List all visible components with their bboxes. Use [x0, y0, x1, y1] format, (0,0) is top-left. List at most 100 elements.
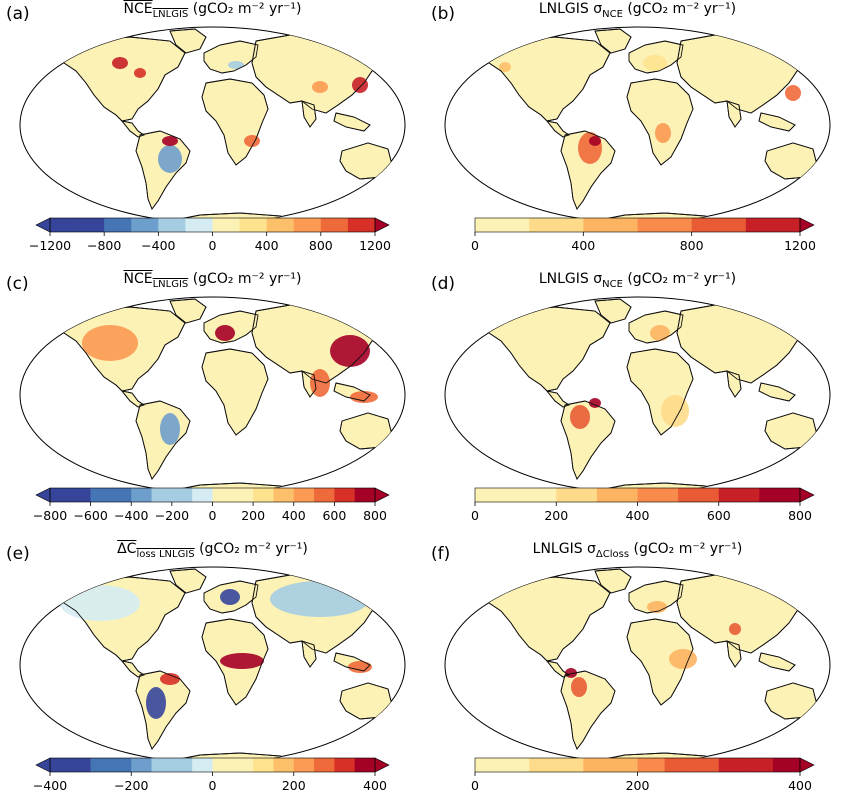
colorbar-bin [746, 758, 773, 772]
colorbar-bin [185, 218, 212, 232]
panel-d: (d) LNLGIS σNCE (gCO₂ m⁻² yr⁻¹) 0 200 400 6… [425, 270, 850, 540]
colorbar-bin [638, 488, 679, 502]
colorbar-tick-label: 200 [282, 778, 306, 793]
colorbar-bin [746, 218, 800, 232]
colorbar-tick-label: 600 [322, 508, 346, 523]
value-patch [228, 61, 244, 69]
colorbar-bin [111, 488, 132, 502]
colorbar-tick-label: 600 [707, 508, 731, 523]
panel-b: (b) LNLGIS σNCE (gCO₂ m⁻² yr⁻¹) 0 400 800 1… [425, 0, 850, 270]
colorbar-tick-label: −1200 [29, 238, 71, 253]
colorbar-bin [152, 758, 173, 772]
colorbar-tick-label: 1200 [359, 238, 391, 253]
colorbar-tick-label: 200 [241, 508, 265, 523]
colorbar-bin [152, 488, 173, 502]
colorbar-min-arrow [36, 758, 50, 772]
colorbar-tick-label: 0 [209, 508, 217, 523]
colorbar: 0 400 800 1200 [471, 218, 816, 253]
colorbar-bin [502, 758, 529, 772]
colorbar-bin [213, 488, 234, 502]
colorbar-tick-label: −200 [155, 508, 189, 523]
colorbar-tick-label: −400 [33, 778, 67, 793]
colorbar-tick-label: 800 [309, 238, 333, 253]
colorbar-tick-label: 400 [255, 238, 279, 253]
value-patch [146, 687, 166, 719]
panel-a: (a) NCELNLGIS (gCO₂ m⁻² yr⁻¹) −1200 −800−… [0, 0, 425, 270]
colorbar-tick-label: −600 [73, 508, 107, 523]
colorbar-bin [233, 758, 254, 772]
colorbar-bin [638, 218, 692, 232]
value-patch [589, 136, 601, 146]
colorbar-tick-label: −400 [114, 508, 148, 523]
colorbar-max-arrow [800, 758, 814, 772]
colorbar-bin [192, 488, 213, 502]
colorbar-bin [131, 218, 158, 232]
value-patch [655, 123, 671, 143]
colorbar-bin [77, 218, 104, 232]
colorbar-tick-label: 0 [471, 778, 479, 793]
colorbar-bin [475, 758, 502, 772]
colorbar-tick-label: 400 [282, 508, 306, 523]
colorbar-bin [719, 488, 760, 502]
value-patch [571, 677, 587, 697]
colorbar-tick-label: 0 [471, 508, 479, 523]
colorbar-max-arrow [375, 758, 389, 772]
colorbar-bin [240, 218, 267, 232]
colorbar-bin [583, 218, 637, 232]
colorbar-bin [475, 488, 516, 502]
value-patch [244, 135, 260, 147]
colorbar-bin [529, 758, 556, 772]
colorbar-bin [334, 488, 355, 502]
colorbar: −400 −200 0 200 400 [33, 758, 389, 793]
colorbar-bin [475, 218, 529, 232]
colorbar-bin [665, 758, 692, 772]
colorbar-bin [253, 758, 274, 772]
colorbar-bin [70, 758, 91, 772]
colorbar-bin [314, 488, 335, 502]
colorbar: −800 −600 −400 −200 0 200 400 600 800 [33, 488, 389, 523]
colorbar-bin [759, 488, 800, 502]
colorbar-tick-label: 0 [209, 238, 217, 253]
colorbar-bin [70, 488, 91, 502]
colorbar-tick-label: 200 [626, 778, 650, 793]
value-patch [60, 585, 140, 621]
map-e: −400 −200 0 200 400 [0, 540, 425, 810]
colorbar-tick-label: 400 [788, 778, 812, 793]
colorbar-bin [610, 758, 637, 772]
colorbar-bin [192, 758, 213, 772]
value-patch [729, 623, 741, 635]
colorbar-tick-label: −400 [141, 238, 175, 253]
colorbar-bin [213, 218, 240, 232]
colorbar-bin [692, 758, 719, 772]
colorbar-max-arrow [800, 218, 814, 232]
colorbar-bin [556, 758, 583, 772]
map-f: 0 200 400 [425, 540, 850, 810]
colorbar-min-arrow [36, 488, 50, 502]
value-patch [215, 325, 235, 341]
value-patch [160, 413, 180, 445]
colorbar-bin [355, 758, 376, 772]
colorbar-tick-label: 200 [544, 508, 568, 523]
colorbar-tick-label: 400 [626, 508, 650, 523]
colorbar-bin [50, 758, 71, 772]
colorbar-bin [273, 488, 294, 502]
colorbar: 0 200 400 600 800 [471, 488, 814, 523]
colorbar-bin [321, 218, 348, 232]
colorbar-bin [233, 488, 254, 502]
value-patch [330, 335, 370, 367]
colorbar-bin [253, 488, 274, 502]
colorbar-bin [556, 488, 597, 502]
value-patch [785, 85, 801, 101]
value-patch [134, 68, 146, 78]
colorbar-min-arrow [36, 218, 50, 232]
colorbar-bin [91, 758, 112, 772]
value-patch [650, 325, 670, 341]
colorbar-tick-label: 800 [680, 238, 704, 253]
value-patch [158, 145, 182, 173]
colorbar-bin [104, 218, 131, 232]
colorbar-bin [50, 218, 77, 232]
colorbar-bin [273, 758, 294, 772]
map-b: 0 400 800 1200 [425, 0, 850, 270]
colorbar-bin [158, 218, 185, 232]
colorbar-bin [597, 488, 638, 502]
